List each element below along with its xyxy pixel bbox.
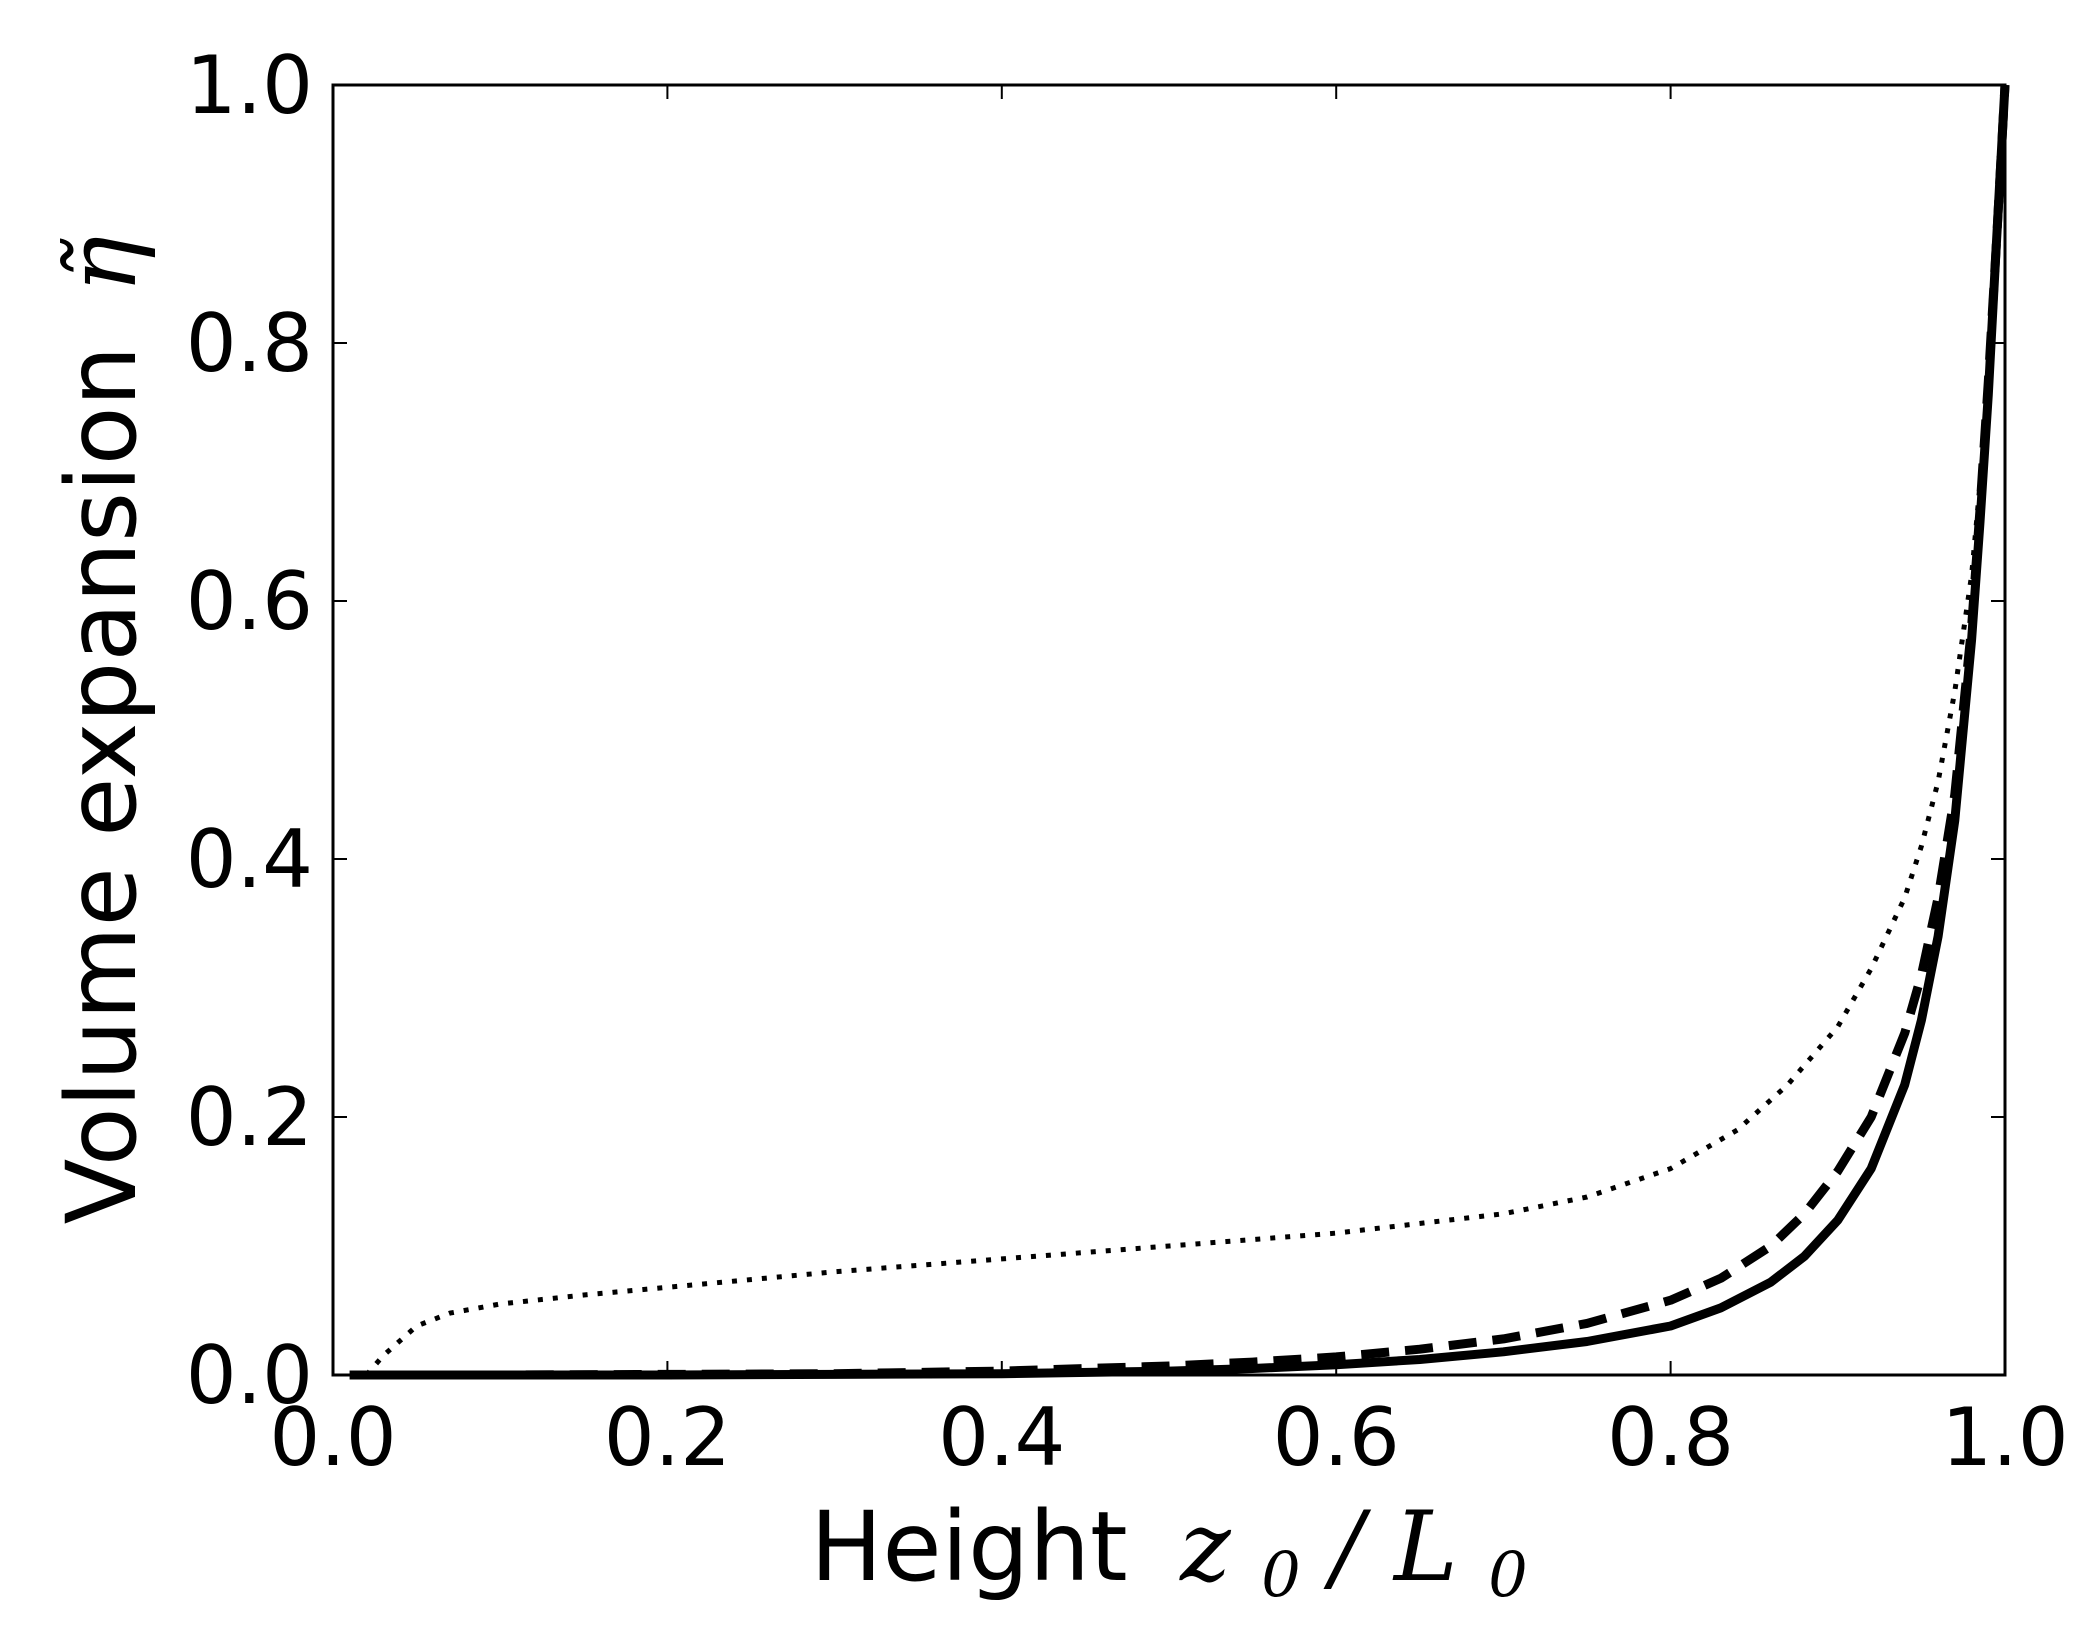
- y-axis-label-math: η̃: [46, 236, 158, 294]
- y-tick-label: 1.0: [186, 39, 313, 132]
- y-tick-label: 0.6: [186, 555, 313, 648]
- x-axis-label-math: z: [1179, 1491, 1232, 1603]
- tick-layer: 0.0 0.2 0.4 0.6 0.8 1.0 0.0 0.2 0.4 0.6 0.8 1.0: [186, 39, 2069, 1484]
- x-axis-label: Height z 0 / L 0: [810, 1491, 1528, 1619]
- y-tick-label: 0.0: [186, 1329, 313, 1422]
- series-line-dashed: [349, 84, 2010, 1380]
- x-tick-label: 0.0: [269, 1391, 396, 1484]
- x-tick-label: 0.6: [1273, 1391, 1400, 1484]
- x-axis-label-math2-sub: 0: [1488, 1538, 1527, 1611]
- plot-background: [333, 85, 2005, 1375]
- y-axis-label-text: Volume expansion: [46, 346, 158, 1225]
- x-tick-label: 0.8: [1607, 1391, 1734, 1484]
- x-axis-label-text: Height: [810, 1491, 1127, 1603]
- series-layer: [349, 84, 2010, 1380]
- y-tick-label: 0.2: [186, 1071, 313, 1164]
- x-tick-label: 0.2: [604, 1391, 731, 1484]
- x-tick-label: 1.0: [1941, 1391, 2068, 1484]
- y-axis-label: Volume expansion η̃: [46, 236, 158, 1225]
- x-axis-label-math-sub: 0: [1261, 1538, 1300, 1611]
- series-line-dotted: [364, 84, 2008, 1377]
- y-tick-label: 0.8: [186, 297, 313, 390]
- x-axis-label-math2: L: [1392, 1491, 1458, 1603]
- y-tick-label: 0.4: [186, 813, 313, 906]
- x-axis-label-slash: /: [1323, 1491, 1372, 1603]
- x-tick-label: 0.4: [938, 1391, 1065, 1484]
- plot-frame: [331, 83, 2007, 1377]
